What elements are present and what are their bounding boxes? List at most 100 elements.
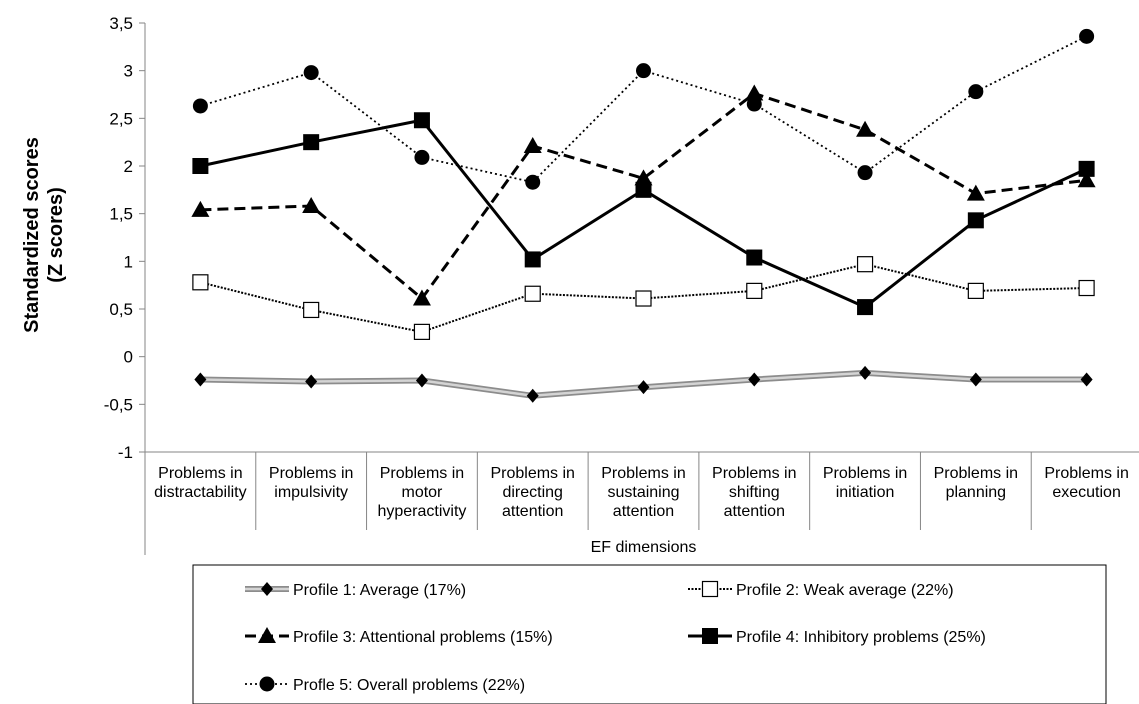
- legend-item-3: Profile 3: Attentional problems (15%): [245, 627, 553, 646]
- x-category-label: Problems in: [712, 465, 796, 482]
- legend-item-1: Profile 1: Average (17%): [245, 582, 466, 599]
- y-tick-label: 2: [124, 157, 133, 176]
- series-line: [200, 35, 1088, 184]
- data-point-diamond: [748, 372, 761, 387]
- data-point-diamond: [415, 373, 428, 388]
- x-category-label: execution: [1052, 484, 1121, 501]
- x-category-label: shifting: [729, 484, 780, 501]
- data-point-triangle: [191, 200, 210, 217]
- data-point-triangle: [412, 289, 431, 306]
- data-point-diamond: [637, 380, 650, 395]
- data-point-diamond: [1080, 372, 1093, 387]
- data-point-circle: [746, 96, 762, 112]
- x-category-label: attention: [724, 503, 785, 520]
- y-tick-label: 1,5: [109, 205, 133, 224]
- x-category-label: hyperactivity: [377, 503, 466, 520]
- data-point-circle: [259, 676, 275, 692]
- series-3: [191, 84, 1096, 306]
- x-category-label: initiation: [836, 484, 895, 501]
- data-point-diamond: [194, 372, 207, 387]
- y-axis-title: Standardized scores (Z scores): [21, 137, 67, 333]
- x-category-label: attention: [613, 503, 674, 520]
- data-point-square: [702, 628, 718, 644]
- x-category-label: Problems in: [158, 465, 242, 482]
- legend-item-5: Profle 5: Overall problems (22%): [245, 676, 525, 694]
- data-point-triangle: [258, 627, 276, 643]
- x-category-label: Problems in: [269, 465, 353, 482]
- data-point-square: [192, 158, 209, 174]
- legend-label: Profile 4: Inhibitory problems (25%): [736, 629, 986, 646]
- data-point-triangle: [634, 169, 653, 186]
- data-point-diamond: [305, 374, 318, 389]
- data-point-square: [1078, 160, 1095, 177]
- data-point-diamond: [261, 582, 273, 596]
- data-point-circle: [968, 84, 984, 100]
- data-point-square-open: [701, 580, 719, 598]
- x-category-label: Problems in: [601, 465, 685, 482]
- data-point-circle: [1079, 28, 1095, 44]
- data-point-diamond: [526, 388, 539, 403]
- x-category-label: Problems in: [490, 465, 574, 482]
- data-point-circle: [636, 63, 651, 79]
- y-tick-label: 3: [124, 62, 133, 81]
- x-axis-title: EF dimensions: [591, 539, 697, 556]
- data-point-square-open: [746, 282, 763, 299]
- legend-label: Profle 5: Overall problems (22%): [293, 677, 525, 694]
- data-point-circle: [303, 65, 319, 81]
- data-point-circle: [857, 165, 873, 181]
- legend-label: Profile 2: Weak average (22%): [736, 582, 954, 599]
- series-line: [200, 91, 1087, 301]
- y-tick-label: -0,5: [104, 395, 133, 414]
- data-point-square-open: [967, 282, 984, 299]
- data-point-square: [524, 251, 541, 268]
- data-point-square-open: [192, 274, 209, 291]
- data-point-triangle: [856, 120, 875, 137]
- x-category-label: directing: [502, 484, 562, 501]
- data-point-diamond: [859, 365, 872, 380]
- data-point-circle: [525, 174, 541, 190]
- data-point-square: [635, 181, 652, 198]
- x-category-label: impulsivity: [274, 484, 348, 501]
- x-category-label: attention: [502, 503, 563, 520]
- legend-box: [192, 564, 1107, 704]
- series-lines: [191, 28, 1096, 403]
- legend: Profile 1: Average (17%) Profile 2: Weak …: [192, 564, 1107, 704]
- data-point-square: [413, 112, 430, 129]
- data-point-triangle: [1077, 171, 1096, 188]
- x-category-label: Problems in: [934, 465, 1018, 482]
- data-point-circle: [414, 149, 430, 165]
- y-tick-label: 3,5: [109, 14, 133, 33]
- y-tick-label: 2,5: [109, 109, 133, 128]
- data-point-square: [746, 249, 763, 266]
- y-axis-title-line: Standardized scores: [21, 137, 43, 333]
- data-point-square-open: [524, 285, 541, 302]
- data-point-circle: [192, 98, 208, 114]
- data-point-square: [857, 299, 874, 316]
- data-point-triangle: [745, 84, 764, 101]
- x-axis-categories: Problems in distractability Problems in imp…: [154, 465, 1129, 520]
- data-point-square: [967, 212, 984, 229]
- series-1: [194, 365, 1093, 403]
- legend-item-2: Profile 2: Weak average (22%): [688, 580, 954, 599]
- y-axis-title-line: (Z scores): [45, 187, 67, 283]
- legend-label: Profile 1: Average (17%): [293, 582, 466, 599]
- x-category-label: distractability: [154, 484, 246, 501]
- data-point-triangle: [523, 136, 542, 153]
- data-point-square-open: [413, 323, 431, 340]
- legend-item-4: Profile 4: Inhibitory problems (25%): [688, 628, 986, 646]
- data-point-square-open: [1078, 279, 1095, 297]
- data-point-square-open: [856, 256, 874, 273]
- data-point-triangle: [302, 197, 321, 214]
- x-category-label: Problems in: [823, 465, 907, 482]
- data-point-square-open: [635, 290, 652, 307]
- y-tick-label: 1: [124, 252, 133, 271]
- series-4: [192, 112, 1095, 316]
- data-point-square: [303, 134, 320, 151]
- x-category-label: Problems in: [1044, 465, 1128, 482]
- data-point-diamond: [969, 372, 982, 387]
- x-category-label: planning: [946, 484, 1007, 501]
- series-line: [200, 118, 1088, 309]
- data-point-square-open: [303, 301, 320, 319]
- x-category-label: sustaining: [607, 484, 679, 501]
